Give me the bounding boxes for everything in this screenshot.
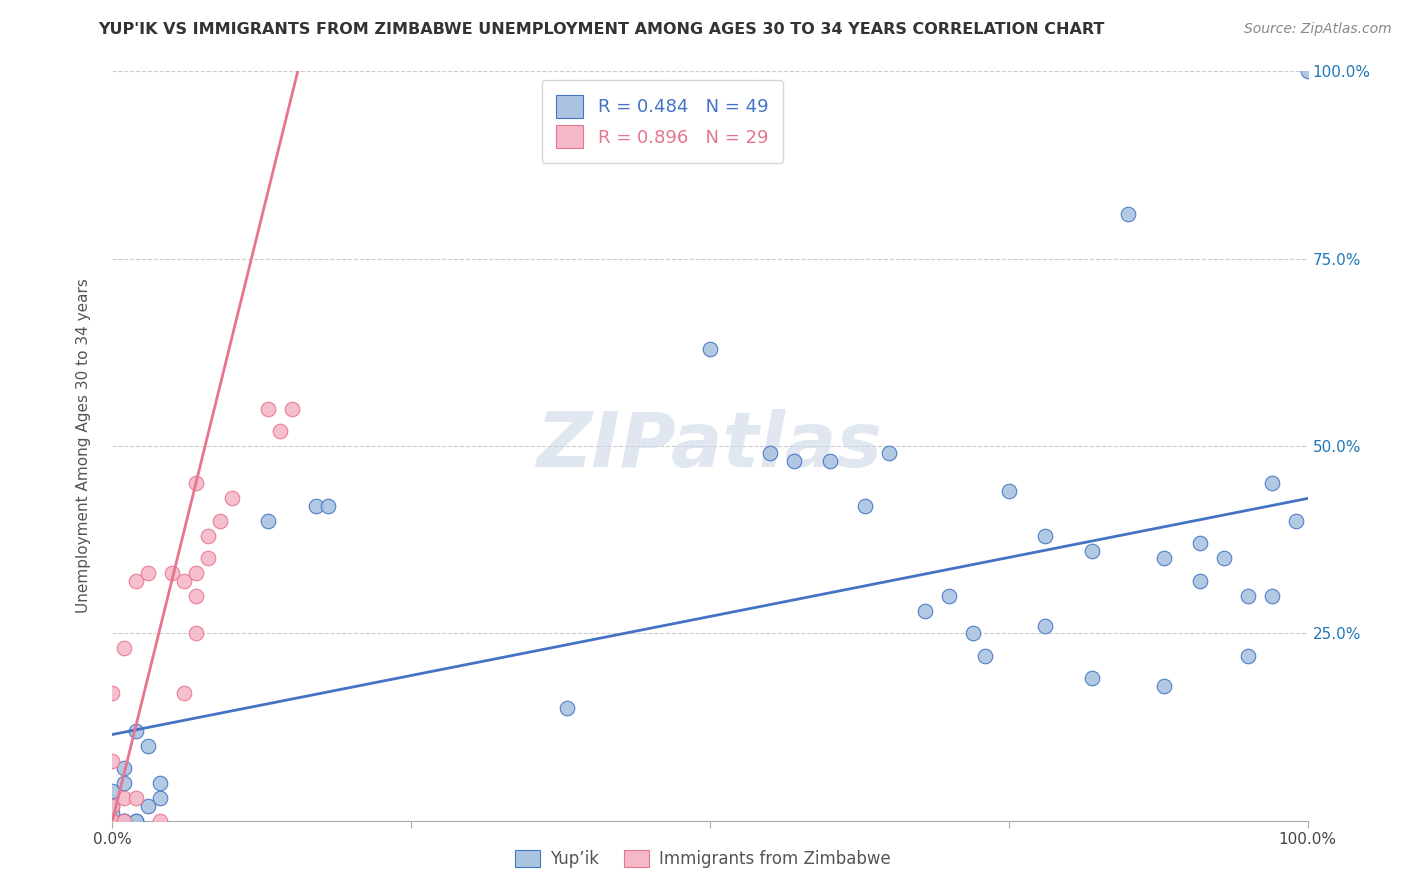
- Point: [1261, 476, 1284, 491]
- Point: [1189, 574, 1212, 588]
- Point: [138, 798, 160, 813]
- Point: [125, 791, 148, 805]
- Point: [173, 686, 195, 700]
- Point: [257, 401, 280, 416]
- Point: [1153, 551, 1175, 566]
- Point: [101, 754, 124, 768]
- Point: [101, 814, 124, 828]
- Point: [1081, 544, 1104, 558]
- Point: [114, 814, 135, 828]
- Point: [1033, 619, 1056, 633]
- Point: [257, 514, 280, 528]
- Legend: R = 0.484   N = 49, R = 0.896   N = 29: R = 0.484 N = 49, R = 0.896 N = 29: [541, 80, 783, 163]
- Point: [186, 566, 208, 581]
- Point: [221, 491, 243, 506]
- Point: [114, 776, 135, 790]
- Point: [114, 791, 135, 805]
- Point: [101, 814, 124, 828]
- Point: [114, 814, 135, 828]
- Point: [101, 806, 124, 821]
- Point: [101, 814, 124, 828]
- Point: [101, 686, 124, 700]
- Point: [855, 499, 877, 513]
- Point: [555, 701, 578, 715]
- Point: [173, 574, 195, 588]
- Y-axis label: Unemployment Among Ages 30 to 34 years: Unemployment Among Ages 30 to 34 years: [76, 278, 91, 614]
- Point: [125, 723, 148, 738]
- Text: YUP'IK VS IMMIGRANTS FROM ZIMBABWE UNEMPLOYMENT AMONG AGES 30 TO 34 YEARS CORREL: YUP'IK VS IMMIGRANTS FROM ZIMBABWE UNEMP…: [98, 22, 1105, 37]
- Legend: Yup’ik, Immigrants from Zimbabwe: Yup’ik, Immigrants from Zimbabwe: [509, 843, 897, 875]
- Point: [101, 814, 124, 828]
- Point: [938, 589, 960, 603]
- Point: [281, 401, 304, 416]
- Text: Source: ZipAtlas.com: Source: ZipAtlas.com: [1244, 22, 1392, 37]
- Point: [197, 529, 219, 543]
- Point: [101, 783, 124, 797]
- Point: [209, 514, 232, 528]
- Point: [125, 814, 148, 828]
- Point: [1296, 64, 1319, 78]
- Point: [316, 499, 339, 513]
- Point: [162, 566, 183, 581]
- Point: [1261, 589, 1284, 603]
- Point: [1033, 529, 1056, 543]
- Point: [197, 551, 219, 566]
- Point: [269, 424, 291, 438]
- Point: [149, 776, 172, 790]
- Point: [281, 42, 304, 56]
- Point: [138, 566, 160, 581]
- Text: ZIPatlas: ZIPatlas: [537, 409, 883, 483]
- Point: [998, 483, 1021, 498]
- Point: [101, 798, 124, 813]
- Point: [1118, 207, 1140, 221]
- Point: [782, 454, 804, 468]
- Point: [186, 589, 208, 603]
- Point: [114, 814, 135, 828]
- Point: [186, 476, 208, 491]
- Point: [879, 446, 901, 460]
- Point: [1285, 514, 1308, 528]
- Point: [305, 499, 328, 513]
- Point: [818, 454, 841, 468]
- Point: [101, 798, 124, 813]
- Point: [149, 791, 172, 805]
- Point: [1081, 671, 1104, 685]
- Point: [101, 814, 124, 828]
- Point: [914, 604, 936, 618]
- Point: [1237, 648, 1260, 663]
- Point: [962, 626, 984, 640]
- Point: [101, 814, 124, 828]
- Point: [149, 814, 172, 828]
- Point: [974, 648, 997, 663]
- Point: [1189, 536, 1212, 550]
- Point: [138, 739, 160, 753]
- Point: [114, 641, 135, 656]
- Point: [1237, 589, 1260, 603]
- Point: [125, 574, 148, 588]
- Point: [186, 626, 208, 640]
- Point: [759, 446, 782, 460]
- Point: [114, 761, 135, 775]
- Point: [101, 814, 124, 828]
- Point: [1213, 551, 1236, 566]
- Point: [699, 342, 721, 356]
- Point: [1153, 679, 1175, 693]
- Point: [114, 814, 135, 828]
- Point: [125, 814, 148, 828]
